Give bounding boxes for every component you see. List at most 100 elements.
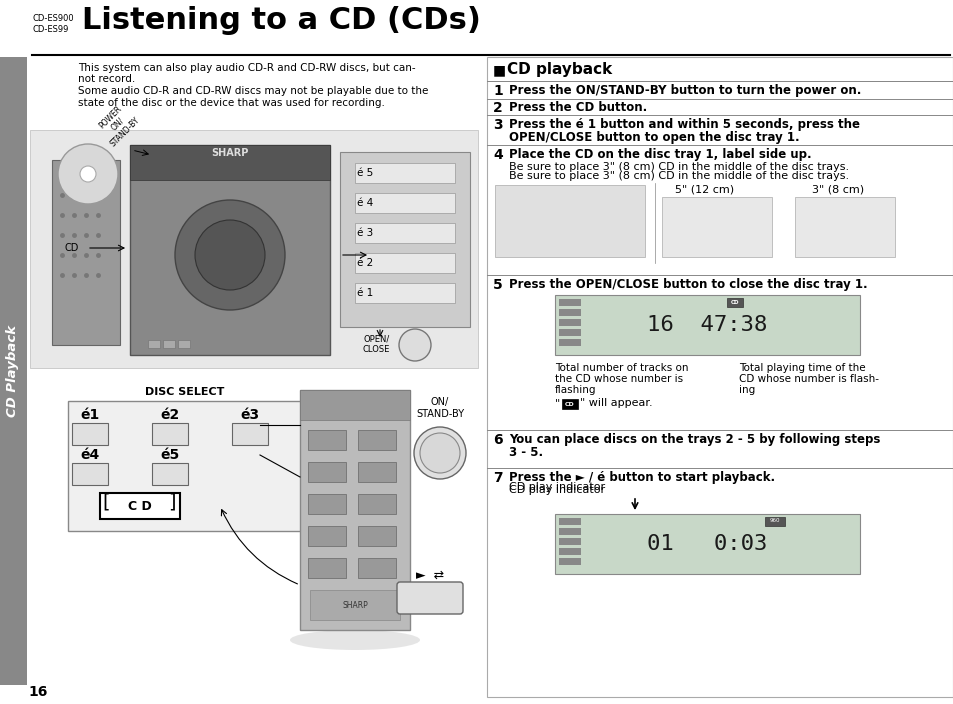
- Text: the CD whose number is: the CD whose number is: [555, 374, 682, 384]
- Text: é 5: é 5: [356, 168, 373, 178]
- Text: 3: 3: [493, 118, 502, 132]
- Text: Place the CD on the disc tray 1, label side up.: Place the CD on the disc tray 1, label s…: [509, 148, 811, 161]
- Text: ing: ing: [739, 385, 755, 395]
- Bar: [308, 494, 346, 514]
- Bar: [52, 160, 120, 345]
- Text: CD play indicator: CD play indicator: [509, 485, 604, 495]
- Text: Be sure to place 3" (8 cm) CD in the middle of the disc trays.: Be sure to place 3" (8 cm) CD in the mid…: [509, 171, 848, 181]
- Circle shape: [80, 166, 96, 182]
- Text: ■: ■: [493, 63, 506, 77]
- Bar: [357, 462, 395, 482]
- Text: ON/
STAND-BY: ON/ STAND-BY: [416, 397, 463, 419]
- Text: CD-ES99: CD-ES99: [33, 25, 70, 34]
- Circle shape: [414, 427, 465, 479]
- Text: 960: 960: [769, 519, 780, 524]
- Bar: [555, 295, 859, 355]
- Bar: [558, 299, 580, 306]
- Bar: [152, 463, 188, 485]
- Bar: [30, 130, 477, 368]
- Text: Be sure to place 3" (8 cm) CD in the middle of the disc trays.: Be sure to place 3" (8 cm) CD in the mid…: [509, 162, 848, 172]
- Text: state of the disc or the device that was used for recording.: state of the disc or the device that was…: [78, 97, 384, 108]
- Bar: [308, 462, 346, 482]
- Text: CD: CD: [564, 401, 575, 406]
- Text: SHARP: SHARP: [212, 148, 249, 158]
- Text: 16: 16: [28, 685, 48, 699]
- Bar: [355, 283, 455, 303]
- Text: SHARP: SHARP: [342, 601, 368, 610]
- Text: " will appear.: " will appear.: [579, 398, 652, 408]
- Text: 4: 4: [493, 148, 502, 162]
- Text: Press the OPEN/CLOSE button to close the disc tray 1.: Press the OPEN/CLOSE button to close the…: [509, 278, 866, 291]
- Text: not record.: not record.: [78, 75, 135, 84]
- Text: é 4: é 4: [356, 198, 373, 208]
- Bar: [357, 558, 395, 578]
- Bar: [71, 423, 108, 445]
- Text: Press the ON/STAND-BY button to turn the power on.: Press the ON/STAND-BY button to turn the…: [509, 84, 861, 97]
- Text: ": ": [555, 398, 559, 408]
- Text: ►  ⇄: ► ⇄: [416, 569, 443, 582]
- Bar: [558, 309, 580, 316]
- Text: POWER
ON/
STAND-BY: POWER ON/ STAND-BY: [94, 101, 142, 148]
- Bar: [357, 494, 395, 514]
- Circle shape: [419, 433, 459, 473]
- Bar: [558, 329, 580, 336]
- Text: CD-ES900: CD-ES900: [33, 14, 74, 23]
- Text: OPEN/CLOSE button to open the disc tray 1.: OPEN/CLOSE button to open the disc tray …: [509, 131, 799, 144]
- Bar: [764, 517, 784, 526]
- Bar: [558, 339, 580, 346]
- Bar: [558, 538, 580, 545]
- Bar: [495, 185, 644, 257]
- Bar: [0, 57, 27, 685]
- Text: Total playing time of the: Total playing time of the: [739, 363, 864, 373]
- Text: 01   0:03: 01 0:03: [646, 534, 766, 554]
- Bar: [178, 340, 190, 348]
- Bar: [555, 514, 859, 574]
- Text: 1: 1: [493, 84, 502, 98]
- Bar: [558, 558, 580, 565]
- Text: é1: é1: [80, 408, 99, 422]
- Text: flashing: flashing: [555, 385, 596, 395]
- Text: é4: é4: [80, 448, 99, 462]
- Bar: [308, 558, 346, 578]
- Bar: [357, 430, 395, 450]
- Text: 3" (8 cm): 3" (8 cm): [811, 185, 863, 195]
- Text: 5: 5: [493, 278, 502, 292]
- Bar: [130, 145, 330, 180]
- Bar: [308, 430, 346, 450]
- Bar: [100, 493, 180, 519]
- Bar: [355, 193, 455, 213]
- Text: CD playback: CD playback: [506, 62, 612, 77]
- Text: OPEN/
CLOSE: OPEN/ CLOSE: [362, 334, 390, 353]
- Text: Press the é 1 button and within 5 seconds, press the: Press the é 1 button and within 5 second…: [509, 118, 859, 131]
- Bar: [486, 57, 952, 697]
- Bar: [339, 152, 470, 327]
- Ellipse shape: [290, 630, 419, 650]
- Bar: [355, 163, 455, 183]
- Text: é5: é5: [160, 448, 179, 462]
- Bar: [299, 390, 410, 630]
- Bar: [561, 399, 578, 409]
- Circle shape: [398, 329, 431, 361]
- Bar: [130, 145, 330, 355]
- Text: C D: C D: [128, 500, 152, 513]
- Bar: [661, 197, 771, 257]
- Bar: [355, 223, 455, 243]
- Text: [: [: [102, 492, 110, 511]
- Bar: [558, 518, 580, 525]
- Bar: [355, 253, 455, 273]
- Text: Some audio CD-R and CD-RW discs may not be playable due to the: Some audio CD-R and CD-RW discs may not …: [78, 86, 428, 96]
- Circle shape: [194, 220, 265, 290]
- Text: CD: CD: [730, 299, 739, 305]
- Bar: [558, 528, 580, 535]
- Text: DISC SELECT: DISC SELECT: [145, 387, 225, 397]
- FancyBboxPatch shape: [396, 582, 462, 614]
- Text: Press the ► / é button to start playback.: Press the ► / é button to start playback…: [509, 471, 774, 484]
- Text: Press the CD button.: Press the CD button.: [509, 101, 646, 114]
- Text: é3: é3: [240, 408, 259, 422]
- Text: You can place discs on the trays 2 - 5 by following steps: You can place discs on the trays 2 - 5 b…: [509, 433, 880, 446]
- Circle shape: [58, 144, 118, 204]
- Text: é 2: é 2: [356, 258, 373, 268]
- Text: é 3: é 3: [356, 228, 373, 238]
- Bar: [152, 423, 188, 445]
- Text: Total number of tracks on: Total number of tracks on: [555, 363, 688, 373]
